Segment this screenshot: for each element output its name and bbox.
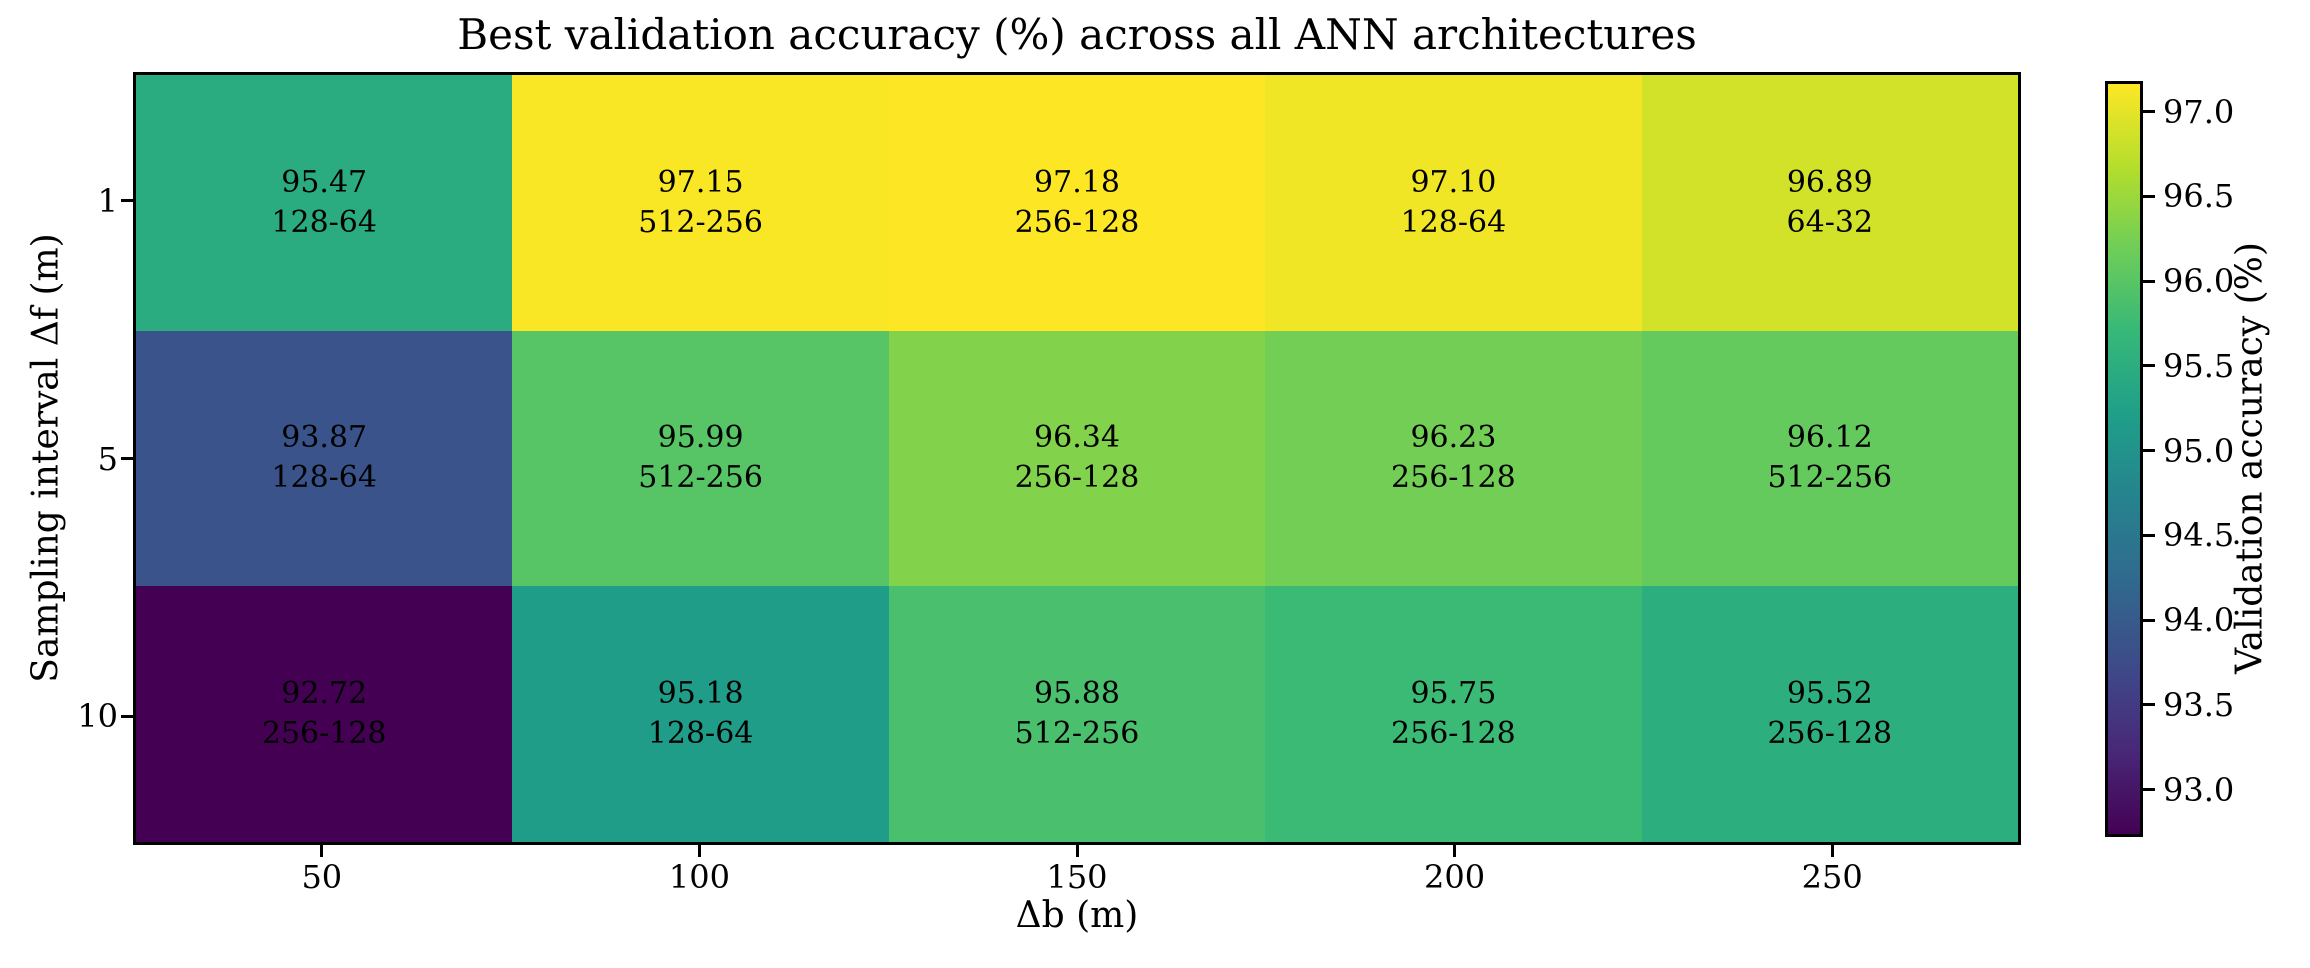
cell-architecture: 128-64: [1400, 204, 1507, 240]
colorbar-tick-label: 94.5: [2163, 516, 2235, 555]
cell-architecture: 128-64: [271, 460, 377, 496]
heatmap-cell: 96.34 256-128: [888, 330, 1266, 587]
x-tick-label: 50: [301, 858, 343, 896]
colorbar-tick-label: 95.5: [2163, 346, 2235, 385]
x-tick-label: 250: [1801, 858, 1863, 896]
colorbar-tick-mark: [2143, 364, 2155, 368]
heatmap-cell: 97.10 128-64: [1265, 75, 1642, 331]
y-tick-label: 1: [97, 181, 118, 220]
cell-architecture: 256-128: [1014, 204, 1140, 240]
y-tick-mark: [121, 714, 133, 718]
colorbar-tick-mark: [2143, 449, 2155, 453]
x-tick-label: 200: [1424, 858, 1486, 896]
heatmap-cell: 95.99 512-256: [512, 330, 889, 587]
y-axis-label: Sampling interval Δf (m): [25, 233, 67, 683]
y-tick-label: 10: [77, 697, 118, 736]
heatmap-cell: 92.72 256-128: [136, 586, 513, 842]
cell-architecture: 128-64: [271, 204, 377, 240]
colorbar-tick-mark: [2143, 533, 2155, 537]
y-tick-mark: [121, 199, 133, 203]
cell-accuracy-value: 97.18: [1034, 164, 1120, 200]
heatmap-cell: 95.47 128-64: [136, 75, 513, 331]
cell-architecture: 256-128: [1391, 460, 1516, 496]
heatmap-cell: 96.12 512-256: [1641, 330, 2018, 587]
y-tick-label: 5: [97, 439, 118, 478]
heatmap-cell: 96.89 64-32: [1641, 75, 2018, 331]
heatmap-cell: 95.18 128-64: [512, 586, 889, 842]
cell-accuracy-value: 95.18: [657, 676, 744, 712]
y-tick-mark: [121, 457, 133, 460]
cell-accuracy-value: 96.12: [1786, 420, 1873, 456]
colorbar-tick-label: 96.0: [2163, 262, 2235, 301]
x-tick-label: 150: [1046, 858, 1108, 896]
cell-architecture: 128-64: [647, 716, 754, 752]
cell-accuracy-value: 92.72: [281, 676, 368, 712]
cell-accuracy-value: 95.52: [1786, 676, 1873, 712]
x-tick-mark: [1453, 845, 1457, 857]
cell-architecture: 512-256: [1014, 716, 1140, 752]
colorbar-tick-label: 97.0: [2163, 92, 2235, 131]
x-tick-mark: [1830, 845, 1834, 857]
cell-accuracy-value: 96.89: [1786, 164, 1873, 200]
colorbar-tick-mark: [2143, 618, 2155, 622]
cell-accuracy-value: 97.15: [657, 164, 744, 200]
colorbar-tick-label: 95.0: [2163, 431, 2235, 470]
cell-accuracy-value: 96.34: [1034, 420, 1120, 456]
heatmap-cell: 95.75 256-128: [1265, 586, 1642, 842]
x-tick-label: 100: [668, 858, 730, 896]
heatmap-cell: 95.88 512-256: [888, 586, 1266, 842]
cell-accuracy-value: 93.87: [281, 420, 368, 456]
heatmap-cell: 93.87 128-64: [136, 330, 513, 587]
cell-architecture: 256-128: [261, 716, 387, 752]
cell-accuracy-value: 95.99: [657, 420, 744, 456]
colorbar-tick-mark: [2143, 788, 2155, 792]
colorbar-tick-mark: [2143, 703, 2155, 707]
colorbar-tick-label: 93.0: [2163, 770, 2235, 809]
chart-title: Best validation accuracy (%) across all …: [457, 10, 1697, 59]
colorbar-tick-label: 96.5: [2163, 177, 2235, 216]
cell-architecture: 512-256: [1767, 460, 1893, 496]
colorbar-tick-mark: [2143, 279, 2155, 283]
colorbar-tick-label: 94.0: [2163, 601, 2235, 640]
cell-accuracy-value: 95.88: [1034, 676, 1120, 712]
x-tick-mark: [1075, 845, 1079, 857]
cell-architecture: 512-256: [638, 460, 763, 496]
cell-accuracy-value: 95.47: [281, 164, 368, 200]
cell-accuracy-value: 97.10: [1410, 164, 1497, 200]
cell-accuracy-value: 96.23: [1410, 420, 1497, 456]
heatmap-cell: 95.52 256-128: [1641, 586, 2018, 842]
heatmap-grid: 95.47 128-64 97.15 512-256 97.18 256-128 97.10…: [133, 72, 2021, 845]
cell-architecture: 512-256: [638, 204, 763, 240]
heatmap-cell: 97.18 256-128: [888, 75, 1266, 331]
heatmap-cell: 97.15 512-256: [512, 75, 889, 331]
x-tick-mark: [697, 845, 701, 857]
cell-accuracy-value: 95.75: [1410, 676, 1497, 712]
x-tick-mark: [320, 845, 324, 857]
heatmap-cell: 96.23 256-128: [1265, 330, 1642, 587]
cell-architecture: 256-128: [1767, 716, 1893, 752]
colorbar-tick-label: 93.5: [2163, 685, 2235, 724]
colorbar-tick-mark: [2143, 194, 2155, 198]
colorbar-label: Validation accuracy (%): [2229, 242, 2271, 674]
colorbar-gradient: [2105, 81, 2143, 837]
colorbar-tick-mark: [2143, 110, 2155, 113]
x-axis-label: Δb (m): [1015, 895, 1139, 936]
cell-architecture: 256-128: [1014, 460, 1140, 496]
cell-architecture: 64-32: [1786, 204, 1874, 240]
cell-architecture: 256-128: [1391, 716, 1516, 752]
